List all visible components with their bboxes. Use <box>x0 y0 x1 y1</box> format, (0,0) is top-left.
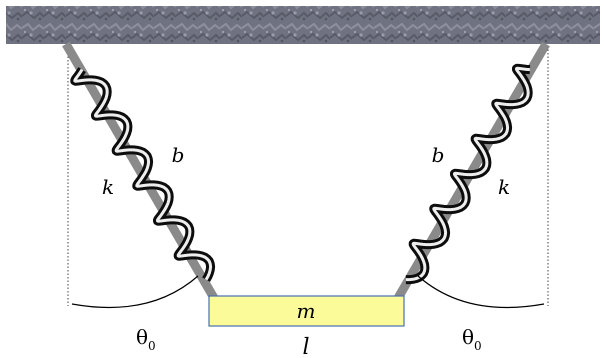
ceiling <box>6 6 600 44</box>
left-angle-symbol: θ <box>136 325 148 349</box>
left-stiffness-label: k <box>102 175 114 199</box>
left-damping-label: b <box>172 143 185 167</box>
right-spring-coil <box>405 66 530 282</box>
right-spring <box>394 41 550 301</box>
right-stiffness-label: k <box>498 175 510 199</box>
mass-label: m <box>297 299 316 323</box>
left-angle-arc <box>71 275 199 309</box>
right-angle-symbol: θ <box>462 325 474 349</box>
left-spring-coil <box>73 68 213 281</box>
left-spring <box>62 41 218 301</box>
right-angle-subscript: 0 <box>474 339 482 353</box>
right-angle-label: θ0 <box>462 325 482 353</box>
left-angle-label: θ0 <box>136 325 156 353</box>
right-damping-label: b <box>432 143 445 167</box>
right-angle-arc <box>417 275 545 309</box>
length-label: l <box>302 335 309 358</box>
mass-block <box>208 295 405 327</box>
left-angle-subscript: 0 <box>148 339 156 353</box>
